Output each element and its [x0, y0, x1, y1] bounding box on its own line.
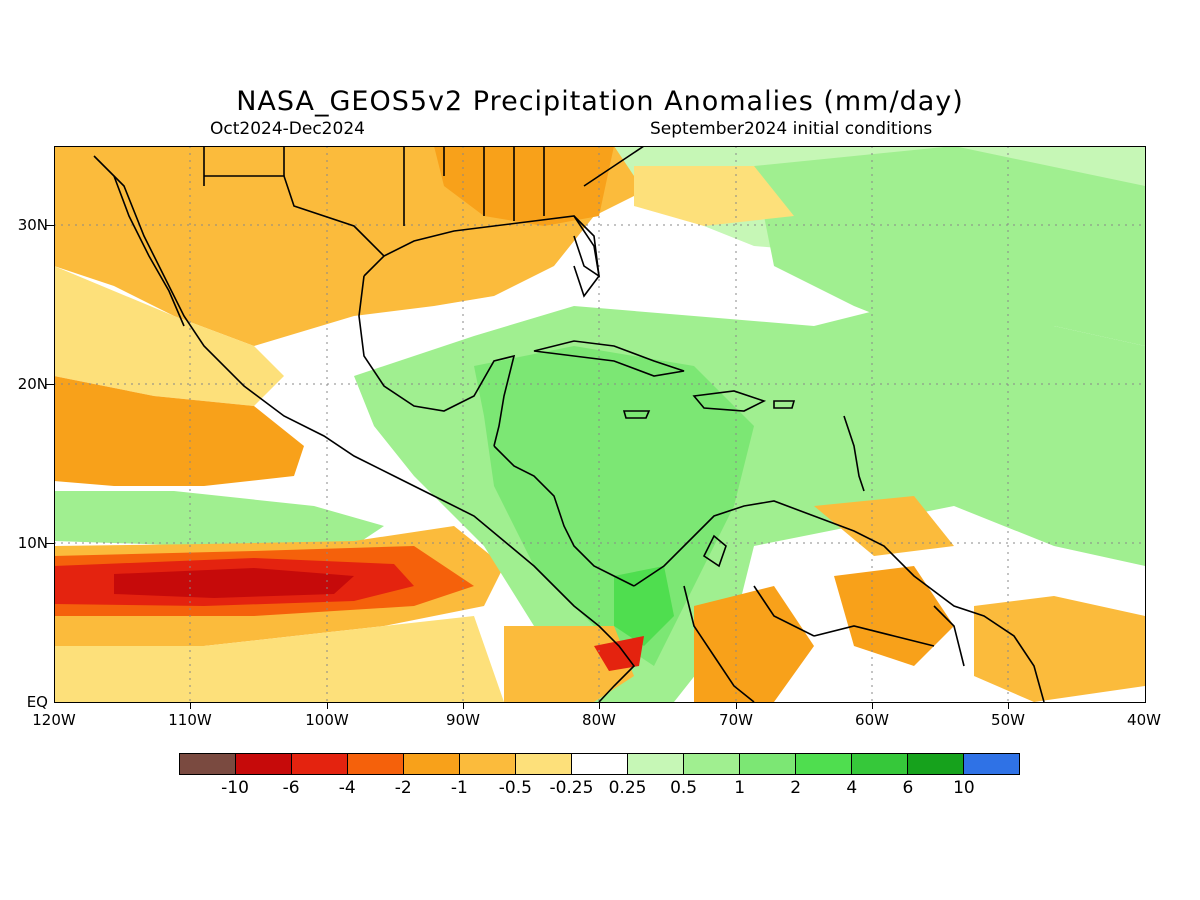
coast-florida	[573, 215, 600, 298]
field-pacific-wet-strip	[54, 491, 384, 546]
lon-label-60w: 60W	[855, 711, 889, 729]
field-mexico-light	[54, 266, 284, 406]
lon-label-70w: 70W	[719, 711, 753, 729]
lat-label-eq: EQ	[26, 693, 48, 711]
lon-tick	[872, 702, 873, 709]
border-us-states	[203, 146, 545, 226]
colorbar-swatch	[684, 754, 740, 774]
colorbar-swatch	[796, 754, 852, 774]
colorbar-swatch	[292, 754, 348, 774]
lat-tick	[46, 384, 54, 385]
lon-label-100w: 100W	[305, 711, 349, 729]
lon-label-80w: 80W	[582, 711, 616, 729]
coast-us-east	[583, 146, 645, 187]
initial-conditions: September2024 initial conditions	[650, 119, 933, 139]
map-title: NASA_GEOS5v2 Precipitation Anomalies (mm…	[236, 86, 964, 117]
coast-south-america-north	[633, 500, 1045, 702]
coast-hispaniola	[692, 390, 767, 412]
colorbar-label: 1	[734, 778, 746, 798]
coast-baja-mexico	[93, 155, 636, 702]
map-canvas	[54, 146, 1145, 702]
coast-lesser-antilles	[843, 415, 865, 492]
anomaly-map	[54, 146, 1145, 702]
border-sa-interior	[683, 585, 965, 702]
lat-label-10n: 10N	[17, 534, 48, 552]
coast-lake-maracaibo	[702, 534, 727, 568]
colorbar-label: -10	[221, 778, 249, 798]
lat-tick	[46, 225, 54, 226]
field-itcz-dry-max	[114, 568, 354, 598]
colorbar-swatch	[964, 754, 1019, 774]
colorbar-swatch	[852, 754, 908, 774]
field-sa-dry-1	[694, 586, 814, 702]
colorbar-swatch	[236, 754, 292, 774]
anomaly-fields	[54, 146, 1145, 702]
forecast-period: Oct2024-Dec2024	[210, 119, 365, 139]
lat-label-30n: 30N	[17, 216, 48, 234]
colorbar	[179, 753, 1020, 775]
colorbar-label: 6	[902, 778, 914, 798]
colorbar-label: -1	[450, 778, 468, 798]
lat-label-20n: 20N	[17, 375, 48, 393]
lon-tick	[190, 702, 191, 709]
field-sa-dry-3	[974, 596, 1145, 702]
colorbar-swatch	[572, 754, 628, 774]
graticule	[54, 146, 1145, 702]
field-colombia-wet-max	[614, 566, 674, 646]
colorbar-label: 4	[846, 778, 858, 798]
coast-cuba	[533, 340, 685, 377]
colorbar-label: 10	[953, 778, 975, 798]
colorbar-label: -6	[282, 778, 300, 798]
colorbar-swatch	[180, 754, 236, 774]
field-us-south-dry	[434, 146, 614, 226]
coast-puerto-rico	[773, 400, 796, 409]
colorbar-swatch	[348, 754, 404, 774]
colorbar-label: -4	[338, 778, 356, 798]
lon-label-120w: 120W	[32, 711, 76, 729]
colorbar-swatch	[908, 754, 964, 774]
field-nsa-coast-dry	[814, 496, 954, 556]
field-gulf-dry-patch	[634, 166, 794, 226]
coast-gulf-mexico	[358, 215, 601, 447]
colorbar-swatch	[628, 754, 684, 774]
field-sa-dry-2	[834, 566, 954, 666]
field-pacific-dry	[54, 376, 304, 486]
border-mexico-us	[204, 175, 385, 257]
lon-tick	[736, 702, 737, 709]
colorbar-swatch	[740, 754, 796, 774]
lon-tick	[599, 702, 600, 709]
colorbar-label: -0.25	[549, 778, 594, 798]
lon-tick	[463, 702, 464, 709]
coast-jamaica	[622, 410, 651, 419]
colorbar-label: 2	[790, 778, 802, 798]
field-eq-light	[54, 616, 504, 702]
colorbar-label: -0.5	[498, 778, 532, 798]
coastlines	[93, 146, 1045, 702]
colorbar-label: -2	[394, 778, 412, 798]
coast-baja-peninsula	[113, 175, 185, 327]
colorbar-label: 0.25	[608, 778, 647, 798]
lon-tick	[327, 702, 328, 709]
lon-label-90w: 90W	[446, 711, 480, 729]
colorbar-swatch	[460, 754, 516, 774]
field-atlantic-wet	[754, 146, 1145, 346]
lon-label-110w: 110W	[168, 711, 212, 729]
colorbar-swatch	[516, 754, 572, 774]
colorbar-swatch	[404, 754, 460, 774]
colorbar-label: 0.5	[670, 778, 698, 798]
lat-tick	[46, 543, 54, 544]
lon-tick	[1008, 702, 1009, 709]
coast-central-america	[493, 445, 635, 587]
lon-label-40w: 40W	[1127, 711, 1161, 729]
lon-label-50w: 50W	[991, 711, 1025, 729]
